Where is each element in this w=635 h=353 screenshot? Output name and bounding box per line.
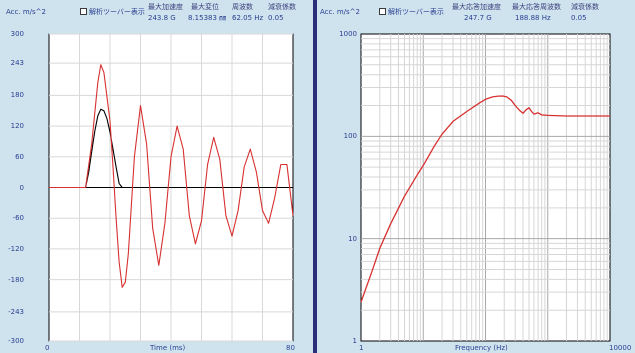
left-series-line-1 (49, 64, 294, 288)
right-header-max-response-acceleration: 最大応答加速度 (452, 3, 501, 11)
left-y-tick-label: 0 (19, 183, 24, 192)
time-history-chart (48, 33, 294, 342)
left-analysis-toolbar-label[interactable]: 解析ツーバー表示 (89, 8, 145, 16)
right-y-tick-label: 100 (343, 132, 357, 141)
right-y-tick-label: 1000 (339, 30, 357, 38)
left-series-line-0 (49, 108, 293, 189)
left-x-min-label: 0 (45, 344, 50, 352)
left-x-max-label: 80 (286, 344, 295, 352)
left-y-tick-label: -300 (8, 337, 24, 345)
left-header-damping: 減衰係数 (268, 3, 296, 11)
right-analysis-toolbar-label[interactable]: 解析ツーバー表示 (388, 8, 444, 16)
left-value-max-acceleration: 243.8 G (148, 14, 176, 22)
left-y-tick-label: -60 (12, 214, 24, 223)
left-analysis-toolbar-checkbox[interactable] (80, 8, 87, 15)
right-unit-label: Acc. m/s^2 (320, 8, 360, 16)
left-header-max-acceleration: 最大加速度 (148, 3, 183, 11)
time-history-panel: Acc. m/s^2 解析ツーバー表示 最大加速度 最大変位 周波数 減衰係数 … (0, 0, 313, 353)
right-y-tick-label: 10 (348, 234, 357, 243)
srs-chart (360, 33, 611, 342)
left-y-tick-label: -243 (8, 307, 24, 316)
right-header-max-response-frequency: 最大応答周波数 (512, 3, 561, 11)
shock-response-spectrum-panel: Acc. m/s^2 解析ツーバー表示 最大応答加速度 最大応答周波数 減衰係数… (317, 0, 635, 353)
left-unit-label: Acc. m/s^2 (6, 8, 46, 16)
left-value-damping: 0.05 (268, 14, 284, 22)
right-value-damping: 0.05 (571, 14, 587, 22)
left-y-tick-label: 243 (10, 59, 24, 68)
left-value-max-displacement: 8.15383 ㎜ (188, 14, 227, 22)
right-y-tick-label: 1 (352, 337, 357, 345)
left-y-tick-label: 300 (10, 30, 24, 38)
panel-divider[interactable] (313, 0, 317, 353)
left-y-tick-label: 180 (10, 91, 24, 100)
right-value-max-response-frequency: 188.88 Hz (515, 14, 551, 22)
left-value-frequency: 62.05 Hz (232, 14, 264, 22)
right-value-max-response-acceleration: 247.7 G (464, 14, 492, 22)
right-header-damping: 減衰係数 (571, 3, 599, 11)
left-y-tick-label: 120 (10, 122, 24, 131)
left-header-max-displacement: 最大変位 (191, 3, 219, 11)
right-series-line-0 (360, 95, 610, 303)
right-analysis-toolbar-checkbox[interactable] (379, 8, 386, 15)
right-x-max-label: 10000 (609, 344, 632, 352)
left-y-tick-label: -180 (8, 275, 24, 284)
right-x-min-label: 1 (359, 344, 364, 352)
left-y-tick-label: 60 (15, 152, 24, 161)
right-x-axis-label: Frequency (Hz) (455, 344, 508, 352)
left-y-tick-label: -120 (8, 244, 24, 253)
left-header-frequency: 周波数 (232, 3, 253, 11)
left-x-axis-label: Time (ms) (150, 344, 186, 352)
